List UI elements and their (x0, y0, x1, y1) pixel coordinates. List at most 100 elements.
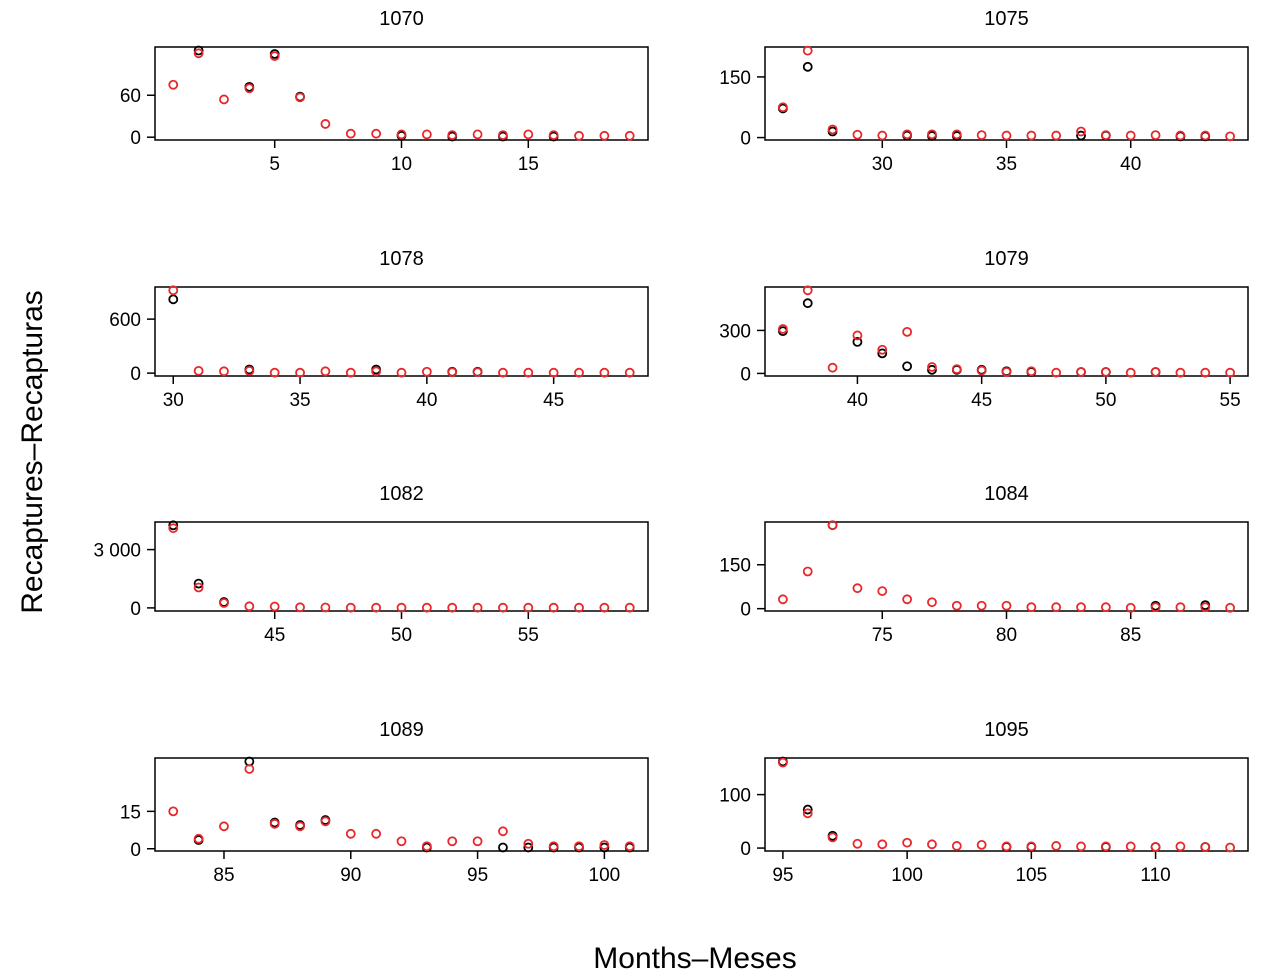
y-tick-label: 0 (740, 129, 751, 150)
data-point (927, 362, 937, 372)
panel-title: 1089 (379, 719, 424, 741)
data-point (193, 582, 204, 593)
data-point (421, 602, 432, 613)
data-point (852, 336, 863, 347)
data-point (1001, 130, 1012, 141)
data-point (902, 129, 913, 140)
data-point (219, 366, 229, 377)
data-point (902, 837, 913, 848)
data-point (1026, 366, 1037, 377)
data-point (421, 841, 432, 852)
data-point (976, 130, 987, 141)
data-point (168, 294, 179, 305)
x-tick-label: 45 (971, 390, 992, 411)
data-point (1175, 841, 1186, 852)
data-point (827, 520, 838, 531)
data-point (472, 367, 483, 378)
data-point (599, 130, 610, 141)
data-point (447, 602, 458, 613)
data-point (371, 828, 382, 839)
y-tick-label: 150 (719, 68, 751, 89)
data-point (1225, 367, 1236, 378)
data-point (371, 602, 382, 613)
data-point (802, 285, 813, 296)
data-point (523, 367, 534, 378)
data-point (295, 602, 305, 613)
x-tick-label: 55 (518, 625, 539, 646)
data-point (574, 367, 584, 378)
data-point (244, 764, 255, 774)
y-tick-label: 0 (740, 364, 751, 385)
data-point (624, 602, 635, 613)
data-point (345, 128, 356, 139)
panel-title: 1095 (984, 719, 1029, 741)
panel: 1084 75 80 85 0 150 (719, 483, 1249, 646)
data-point (269, 818, 280, 829)
data-point (927, 364, 937, 375)
data-point (1001, 600, 1012, 611)
data-point (976, 365, 987, 376)
y-tick-label: 600 (109, 310, 141, 331)
panel-title: 1082 (379, 483, 424, 505)
x-tick-label: 100 (891, 865, 923, 886)
data-point (877, 839, 888, 850)
data-point (1026, 602, 1037, 613)
x-tick-label: 40 (416, 390, 437, 411)
panel-title: 1078 (379, 248, 424, 270)
y-tick-label: 300 (719, 321, 751, 342)
data-point (523, 838, 534, 849)
data-point (345, 602, 356, 613)
data-point (951, 129, 962, 140)
data-point (777, 324, 788, 334)
data-point (1076, 367, 1086, 377)
data-point (599, 602, 610, 613)
data-point (624, 367, 635, 378)
data-point (802, 808, 813, 819)
data-point (877, 348, 888, 359)
x-tick-label: 80 (996, 625, 1017, 646)
data-point (927, 597, 937, 608)
data-point (1150, 367, 1161, 377)
data-point (1150, 130, 1161, 141)
x-tick-label: 40 (847, 390, 868, 411)
x-tick-label: 105 (1015, 865, 1047, 886)
data-point (877, 586, 888, 596)
data-point (498, 602, 508, 613)
panel: 1078 30 35 40 45 0 600 (109, 248, 649, 411)
data-point (1200, 842, 1211, 852)
panel: 1082 45 50 55 0 3 000 (93, 483, 649, 646)
data-point (1100, 367, 1111, 377)
y-tick-label: 0 (130, 599, 141, 620)
x-tick-label: 50 (391, 625, 412, 646)
x-tick-label: 85 (213, 865, 234, 886)
plot-frame (154, 757, 649, 852)
data-point (1225, 842, 1236, 853)
data-point (827, 124, 838, 135)
data-point (777, 102, 788, 113)
data-point (498, 367, 508, 378)
data-point (951, 364, 962, 375)
x-tick-label: 75 (872, 625, 893, 646)
data-point (1175, 130, 1186, 141)
data-point (1051, 841, 1062, 851)
data-point (396, 836, 407, 847)
x-tick-label: 95 (772, 865, 793, 886)
panel: 1070 5 10 15 0 60 (120, 8, 649, 175)
x-tick-label: 95 (467, 865, 488, 886)
data-point (548, 602, 559, 613)
data-point (574, 602, 584, 613)
y-axis-label: Recaptures–Recapturas (16, 290, 49, 614)
x-tick-label: 50 (1095, 390, 1116, 411)
data-point (396, 367, 407, 378)
data-point (1175, 367, 1186, 378)
data-point (877, 344, 888, 355)
data-point (976, 600, 987, 611)
data-point (295, 821, 305, 832)
x-tick-label: 35 (996, 154, 1017, 175)
data-point (447, 836, 458, 847)
data-point (447, 130, 458, 141)
x-tick-label: 110 (1140, 865, 1170, 886)
data-point (421, 366, 432, 377)
x-tick-label: 35 (289, 390, 310, 411)
data-point (1150, 842, 1161, 852)
